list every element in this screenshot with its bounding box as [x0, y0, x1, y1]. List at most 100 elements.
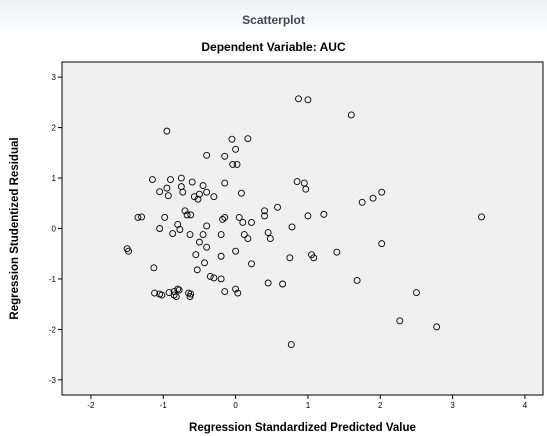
data-point [237, 189, 245, 197]
data-point [287, 341, 295, 348]
data-point [201, 259, 208, 267]
data-point [210, 274, 218, 282]
data-point [172, 293, 180, 301]
header-band [0, 0, 547, 34]
data-point [232, 145, 240, 153]
x-tick-label: -1 [160, 401, 168, 410]
data-point [203, 222, 211, 230]
data-point [217, 275, 225, 283]
y-tick-label: -1 [49, 275, 57, 284]
y-tick-label: -3 [49, 376, 57, 385]
data-point [261, 207, 268, 215]
data-point [199, 231, 207, 239]
data-point [248, 260, 255, 268]
x-tick-label: 0 [233, 401, 238, 410]
data-point [244, 135, 252, 143]
data-point [234, 289, 242, 297]
data-point [158, 291, 166, 299]
data-point [378, 188, 386, 196]
data-point [233, 160, 241, 168]
data-point [412, 289, 420, 297]
data-point [286, 254, 294, 262]
x-tick-label: 2 [378, 401, 383, 410]
data-point [433, 323, 441, 331]
y-tick-label: 0 [52, 225, 57, 234]
data-point [138, 213, 146, 221]
x-tick-label: 3 [450, 401, 455, 410]
data-point [195, 238, 203, 246]
plot-area [61, 61, 544, 396]
data-point [203, 243, 211, 251]
chart-title: Dependent Variable: AUC [201, 40, 346, 54]
data-point [221, 213, 229, 221]
x-tick-label: 4 [523, 401, 528, 410]
data-point [229, 160, 237, 168]
data-point [179, 188, 187, 196]
data-point [347, 111, 355, 119]
data-point [293, 178, 301, 186]
data-point [151, 289, 159, 297]
data-point [221, 288, 229, 296]
data-point [320, 210, 328, 218]
data-point [163, 184, 171, 192]
data-point [274, 203, 281, 211]
data-point [369, 194, 377, 202]
data-point [304, 96, 312, 104]
data-point [188, 178, 196, 186]
data-point [333, 248, 341, 256]
data-point [358, 198, 366, 206]
x-tick-label: 1 [306, 401, 311, 410]
data-point [244, 235, 252, 243]
data-point [161, 213, 169, 221]
data-point [221, 152, 229, 160]
data-point [192, 251, 200, 259]
figure-title: Scatterplot [242, 13, 305, 27]
data-point [396, 317, 404, 325]
data-point [300, 179, 308, 187]
data-point [203, 188, 211, 196]
data-point [169, 230, 177, 237]
data-point [304, 212, 312, 220]
data-points [123, 95, 485, 348]
y-tick-label: 1 [52, 174, 57, 183]
data-point [193, 266, 201, 274]
data-point [228, 135, 236, 143]
x-axis: -2 -1 0 1 2 3 4 [87, 395, 528, 410]
y-tick-label: -2 [49, 325, 57, 334]
data-point [163, 127, 171, 135]
data-point [232, 285, 240, 293]
data-point [186, 293, 194, 301]
data-point [183, 211, 191, 219]
y-tick-label: 3 [52, 73, 57, 82]
y-axis-label: Regression Studentized Residual [9, 137, 21, 319]
data-point [235, 213, 243, 221]
data-point [176, 226, 184, 233]
data-point [181, 207, 189, 215]
data-point [187, 211, 195, 219]
data-point [206, 272, 214, 280]
data-point [170, 291, 178, 299]
data-point [194, 195, 202, 203]
data-point [248, 218, 255, 226]
data-point [217, 252, 225, 260]
data-point [232, 247, 240, 255]
data-point [150, 264, 158, 272]
data-point [167, 176, 174, 184]
data-point [219, 215, 227, 223]
data-point [156, 188, 164, 196]
data-point [264, 229, 272, 236]
data-point [210, 193, 218, 201]
data-point [239, 218, 247, 226]
data-point [217, 231, 225, 239]
data-point [125, 247, 132, 255]
data-point [203, 151, 211, 159]
data-point [240, 231, 248, 239]
data-point [353, 277, 361, 284]
data-point [156, 225, 164, 232]
data-point [199, 182, 207, 190]
x-axis-label: Regression Standardized Predicted Value [189, 422, 416, 434]
data-point [174, 285, 182, 293]
data-point [295, 95, 302, 103]
data-point [279, 280, 287, 288]
